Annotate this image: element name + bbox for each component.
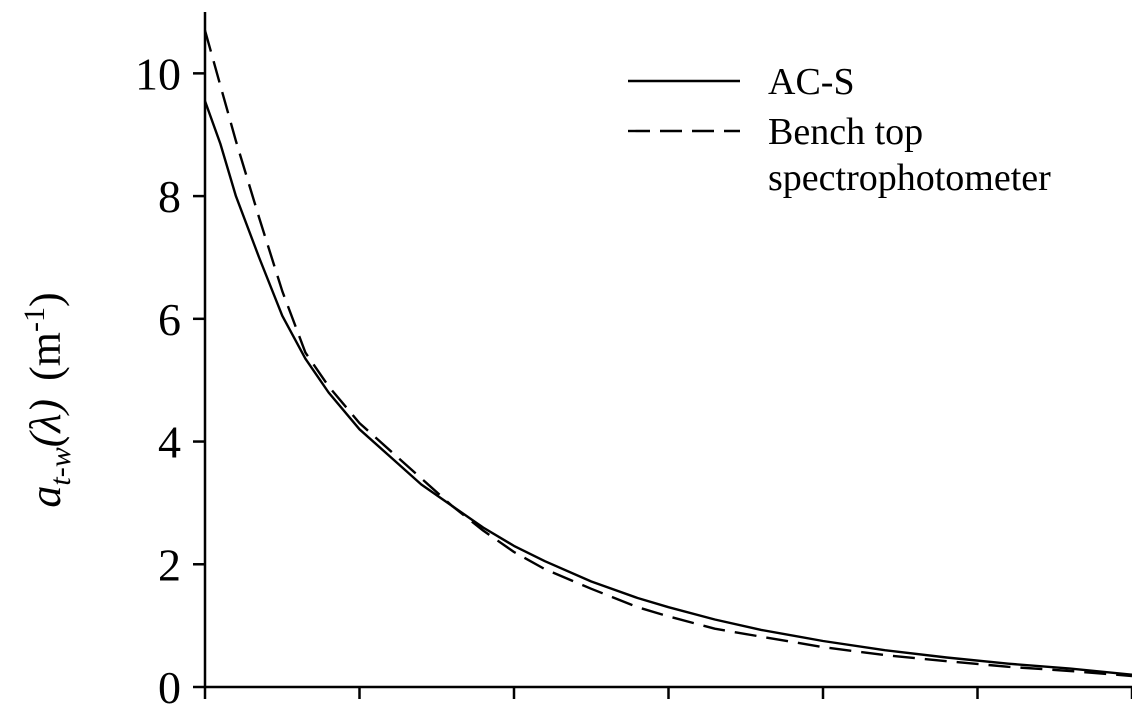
series-layer [203,30,1132,678]
series-line-ac-s [203,100,1132,676]
series-line-bench-top [203,30,1132,678]
legend-label: Bench top [768,111,923,153]
y-axis-title-unit-exponent: -1 [18,307,51,332]
y-axis-title: at-w(λ) (m-1) [18,292,77,507]
y-axis-title-unit-close: ) [21,292,70,307]
y-tick-label: 0 [158,662,181,704]
y-tick-label: 10 [135,48,181,99]
legend-label: spectrophotometer [768,157,1051,199]
y-tick-label: 2 [158,539,181,590]
y-tick-label: 4 [158,417,181,468]
y-axis-title-subscript: t-w [44,447,77,485]
y-axis-title-symbol: a [21,486,70,508]
legend-label: AC-S [768,61,855,103]
y-tick-label: 6 [158,294,181,345]
y-axis-title-unit: (m [21,332,70,381]
y-axis-title-argument: (λ) [21,399,70,447]
y-tick-label: 8 [158,171,181,222]
axes: 0 2 4 6 8 10 [135,12,1132,704]
